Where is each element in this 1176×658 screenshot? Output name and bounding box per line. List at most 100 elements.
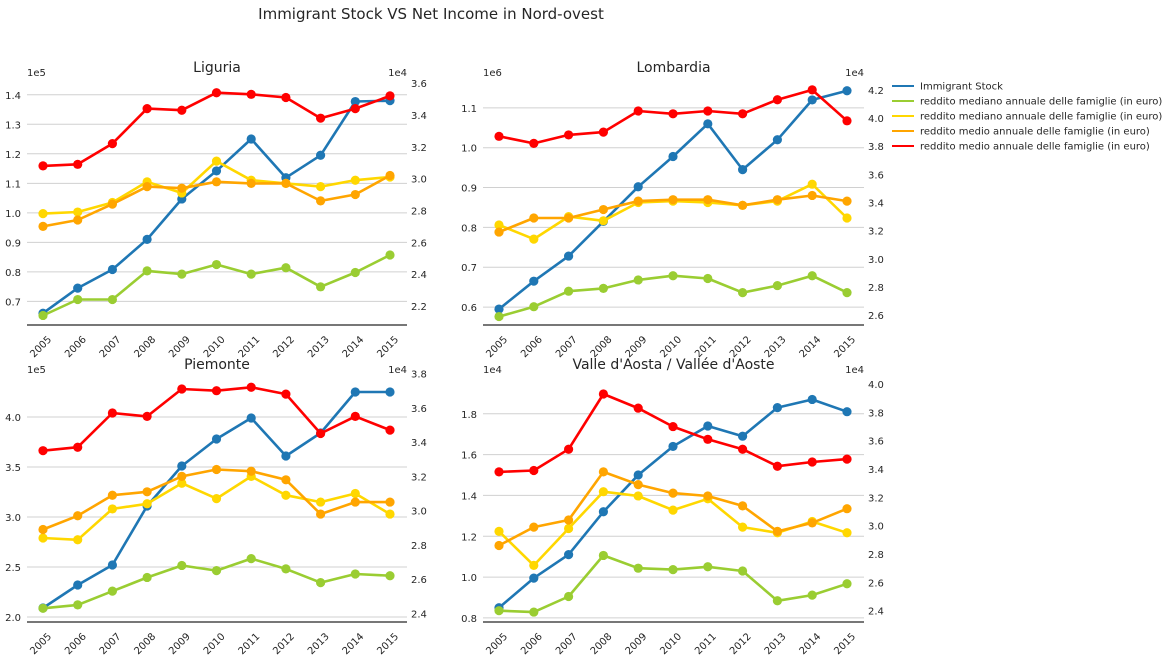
right-tick-label: 3.2 bbox=[411, 143, 427, 154]
right-tick-label: 3.8 bbox=[411, 370, 427, 381]
data-point bbox=[598, 204, 609, 215]
data-point bbox=[633, 196, 643, 206]
data-point bbox=[564, 130, 574, 140]
data-point bbox=[385, 425, 395, 435]
data-point bbox=[142, 104, 152, 114]
x-tick-label: 2007 bbox=[98, 631, 124, 657]
right-tick-label: 2.8 bbox=[411, 541, 427, 552]
left-tick-label: 1.0 bbox=[5, 209, 21, 220]
legend-label: reddito mediano annuale delle famiglie (… bbox=[920, 112, 1162, 123]
data-point bbox=[529, 302, 539, 312]
data-point bbox=[494, 220, 504, 230]
left-tick-label: 0.7 bbox=[461, 263, 477, 274]
data-point bbox=[807, 271, 817, 281]
data-point bbox=[564, 444, 574, 454]
data-point bbox=[73, 283, 83, 293]
data-point bbox=[350, 104, 360, 114]
left-tick-label: 2.5 bbox=[5, 563, 21, 574]
data-point bbox=[668, 488, 678, 498]
data-point bbox=[281, 389, 291, 399]
right-tick-label: 2.4 bbox=[411, 609, 427, 620]
data-point bbox=[842, 579, 852, 589]
left-tick-label: 2.0 bbox=[5, 613, 21, 624]
right-tick-label: 4.0 bbox=[868, 380, 884, 391]
left-tick-label: 1.2 bbox=[461, 532, 477, 543]
data-point bbox=[350, 569, 360, 579]
data-point bbox=[316, 497, 326, 507]
data-point bbox=[316, 282, 326, 292]
panel-title: Piemonte bbox=[184, 357, 250, 373]
data-point bbox=[842, 116, 852, 126]
x-tick-label: 2011 bbox=[693, 631, 719, 657]
data-point bbox=[564, 523, 574, 534]
data-point bbox=[385, 571, 395, 581]
data-point bbox=[842, 288, 852, 298]
data-point bbox=[107, 139, 117, 149]
right-tick-label: 3.6 bbox=[411, 79, 427, 90]
right-tick-label: 4.2 bbox=[868, 86, 884, 97]
data-point bbox=[738, 566, 748, 576]
x-tick-label: 2015 bbox=[375, 631, 401, 657]
series-line bbox=[498, 182, 848, 241]
data-point bbox=[73, 215, 83, 225]
series-line bbox=[498, 392, 848, 474]
data-point bbox=[246, 89, 256, 99]
data-point bbox=[281, 475, 291, 485]
x-tick-label: 2011 bbox=[237, 631, 263, 657]
data-point bbox=[142, 487, 152, 497]
right-tick-label: 3.4 bbox=[411, 438, 427, 449]
series-line bbox=[498, 554, 848, 614]
panel-title: Valle d'Aosta / Vallée d'Aoste bbox=[572, 357, 774, 373]
data-point bbox=[177, 478, 187, 488]
data-point bbox=[211, 177, 222, 187]
left-tick-label: 1.3 bbox=[5, 120, 21, 131]
data-point bbox=[633, 106, 643, 116]
data-point bbox=[350, 387, 360, 397]
x-tick-label: 2005 bbox=[28, 631, 54, 657]
data-point bbox=[281, 564, 291, 574]
data-point bbox=[772, 403, 783, 413]
right-tick-label: 4.0 bbox=[868, 114, 884, 125]
chart-panel: 0.7 0.8 0.9 1.0 1.1 1.2 1.3 1.4 2.2 2.4 2.6 2.8 3.0 3… bbox=[5, 60, 427, 360]
data-point bbox=[385, 170, 395, 181]
data-point bbox=[598, 487, 609, 497]
data-point bbox=[494, 311, 504, 322]
data-point bbox=[703, 562, 713, 572]
data-point bbox=[703, 119, 713, 129]
left-tick-label: 1.0 bbox=[461, 573, 477, 584]
data-point bbox=[738, 165, 748, 175]
data-point bbox=[316, 113, 326, 123]
x-tick-label: 2014 bbox=[798, 631, 824, 657]
chart-panel: 2.0 2.5 3.0 3.5 4.0 2.4 2.6 2.8 3.0 3.2 3.4 3.6 3.8 1… bbox=[5, 357, 427, 657]
left-tick-label: 1.1 bbox=[5, 179, 21, 190]
series-line bbox=[498, 490, 848, 567]
data-point bbox=[703, 491, 713, 501]
left-tick-label: 1.4 bbox=[461, 491, 477, 502]
legend-label: reddito medio annuale delle famiglie (in… bbox=[920, 127, 1150, 138]
data-point bbox=[842, 86, 852, 96]
right-tick-label: 2.6 bbox=[868, 578, 884, 589]
data-point bbox=[529, 560, 539, 570]
right-tick-label: 3.0 bbox=[411, 175, 427, 186]
data-point bbox=[73, 159, 83, 169]
x-tick-label: 2006 bbox=[519, 334, 545, 360]
data-point bbox=[281, 178, 291, 189]
data-point bbox=[73, 600, 83, 610]
left-tick-label: 1.2 bbox=[5, 150, 21, 161]
data-point bbox=[564, 286, 574, 296]
data-point bbox=[38, 603, 48, 613]
data-point bbox=[177, 461, 187, 471]
x-tick-label: 2006 bbox=[519, 631, 545, 657]
data-point bbox=[668, 109, 678, 119]
data-point bbox=[385, 91, 395, 101]
data-point bbox=[281, 92, 291, 103]
x-tick-label: 2012 bbox=[271, 631, 297, 657]
right-tick-label: 2.4 bbox=[411, 270, 427, 281]
x-tick-label: 2014 bbox=[798, 334, 824, 360]
left-tick-label: 1.4 bbox=[5, 91, 21, 102]
data-point bbox=[73, 535, 83, 545]
data-point bbox=[211, 166, 222, 176]
right-tick-label: 3.2 bbox=[868, 493, 884, 504]
x-tick-label: 2005 bbox=[484, 334, 510, 360]
data-point bbox=[142, 266, 152, 276]
